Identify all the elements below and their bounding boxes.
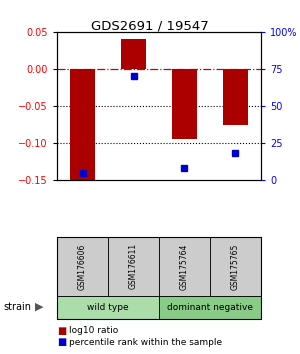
Text: ■: ■: [57, 326, 66, 336]
Text: GSM175764: GSM175764: [180, 243, 189, 290]
Text: ■: ■: [57, 337, 66, 347]
Text: percentile rank within the sample: percentile rank within the sample: [69, 338, 222, 347]
Text: GSM176606: GSM176606: [78, 243, 87, 290]
Text: wild type: wild type: [87, 303, 129, 312]
Text: log10 ratio: log10 ratio: [69, 326, 118, 336]
Bar: [172, 69, 197, 139]
Text: GSM176611: GSM176611: [129, 243, 138, 290]
Bar: [121, 39, 146, 69]
Bar: [70, 69, 95, 184]
Text: dominant negative: dominant negative: [167, 303, 253, 312]
Text: GSM175765: GSM175765: [231, 243, 240, 290]
Bar: [223, 69, 248, 125]
Text: GDS2691 / 19547: GDS2691 / 19547: [91, 19, 209, 33]
Text: ▶: ▶: [35, 302, 43, 312]
Text: strain: strain: [3, 302, 31, 312]
